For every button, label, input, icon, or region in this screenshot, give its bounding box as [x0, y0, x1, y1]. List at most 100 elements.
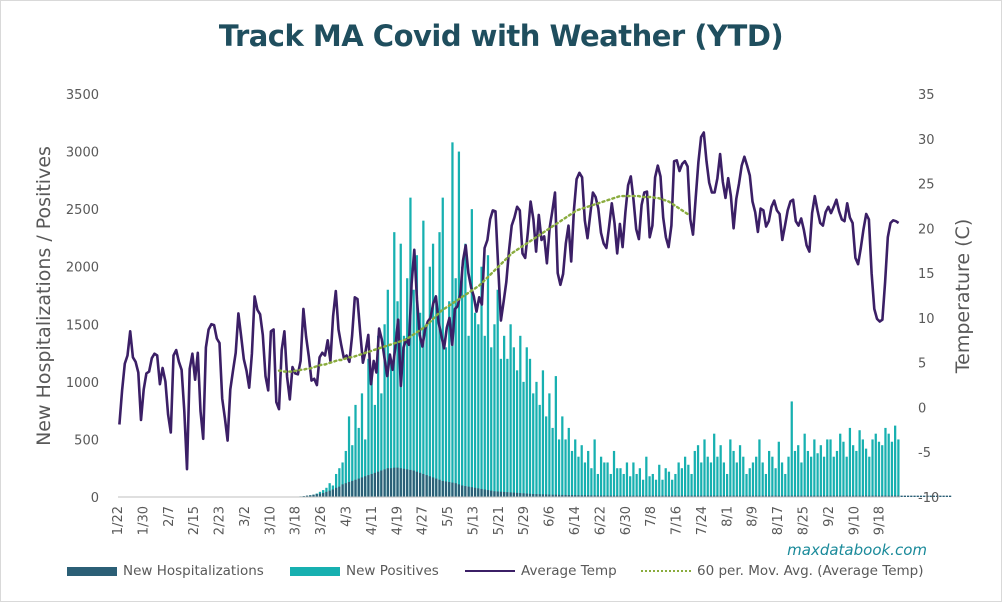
bar-new-hospitalizations [318, 493, 322, 497]
bar-new-hospitalizations [338, 486, 341, 497]
bar-new-hospitalizations [651, 495, 654, 497]
bar-new-positives [428, 266, 431, 497]
bar-new-positives [848, 427, 852, 497]
bar-new-positives [528, 358, 532, 497]
bar-new-positives [864, 448, 868, 497]
bar-new-hospitalizations [929, 495, 932, 497]
bar-new-positives [735, 462, 738, 497]
bar-new-positives [444, 347, 448, 497]
bar-new-hospitalizations [435, 478, 438, 497]
bar-new-hospitalizations [758, 495, 761, 497]
bar-new-positives [819, 445, 822, 497]
legend-item-average-temp: Average Temp [465, 563, 617, 579]
legend-item-hospitalizations: New Hospitalizations [67, 563, 264, 579]
bar-new-positives [881, 445, 884, 497]
bar-new-hospitalizations [464, 486, 467, 497]
bar-new-positives [654, 479, 658, 497]
bar-new-positives [435, 301, 438, 497]
x-axis-tick-label: 8/1 [720, 506, 735, 527]
bar-new-positives [641, 479, 645, 497]
bar-new-hospitalizations [690, 495, 693, 497]
bar-new-positives [496, 289, 499, 497]
bar-new-hospitalizations [658, 495, 661, 497]
bar-new-positives [419, 312, 422, 497]
bar-new-hospitalizations [444, 481, 448, 497]
bar-new-hospitalizations [764, 495, 768, 497]
bar-new-positives [855, 450, 858, 497]
x-axis-tick-label: 5/13 [467, 506, 482, 535]
bar-new-hospitalizations [309, 495, 312, 497]
bar-new-hospitalizations [377, 471, 380, 497]
bar-new-hospitalizations [596, 495, 599, 497]
bar-new-hospitalizations [887, 495, 890, 497]
bar-new-hospitalizations [483, 489, 486, 497]
x-axis-tick-label: 3/18 [289, 506, 304, 535]
bar-new-hospitalizations [722, 495, 726, 497]
bar-new-hospitalizations [322, 492, 325, 497]
bar-new-positives [580, 445, 583, 497]
bar-new-hospitalizations [622, 495, 625, 497]
x-axis-tick-label: 2/7 [162, 506, 177, 527]
bar-new-positives [625, 462, 629, 497]
bar-new-positives [683, 456, 687, 497]
bar-new-hospitalizations [425, 475, 428, 497]
bar-new-hospitalizations [612, 495, 616, 497]
bar-new-hospitalizations [347, 482, 351, 497]
bar-new-positives [367, 358, 370, 497]
bar-new-positives [897, 439, 900, 497]
bar-new-positives [506, 358, 509, 497]
legend-label: 60 per. Mov. Avg. (Average Temp) [697, 563, 924, 579]
right-axis-tick-label: 5 [918, 357, 926, 372]
bar-new-positives [813, 439, 816, 497]
bar-new-hospitalizations [813, 495, 816, 497]
bar-new-positives [574, 439, 577, 497]
bar-new-hospitalizations [538, 494, 541, 497]
bar-new-hospitalizations [716, 495, 719, 497]
legend-label: New Hospitalizations [123, 563, 264, 579]
x-axis-tick-label: 9/18 [873, 506, 888, 535]
bar-new-hospitalizations [926, 495, 929, 497]
bar-new-hospitalizations [923, 495, 926, 497]
bar-new-positives [545, 416, 548, 497]
right-axis-tick-label: -10 [918, 491, 939, 506]
x-axis-tick-label: 4/3 [340, 506, 355, 527]
bar-new-positives [742, 456, 745, 497]
bar-new-hospitalizations [341, 484, 344, 497]
bar-new-hospitalizations [884, 495, 887, 497]
bar-new-positives [477, 324, 480, 497]
bar-new-positives [777, 441, 780, 497]
bar-new-positives [687, 464, 690, 497]
bar-new-hospitalizations [868, 495, 871, 497]
bar-new-positives [454, 278, 457, 497]
bar-new-positives [790, 401, 793, 497]
legend-swatch-average-temp [465, 570, 515, 572]
bar-new-hospitalizations [551, 494, 554, 497]
bar-new-hospitalizations [567, 495, 570, 497]
legend-swatch-hospitalizations [67, 566, 117, 576]
bar-new-positives [713, 433, 716, 497]
bar-new-positives [415, 255, 419, 497]
bar-new-positives [677, 462, 680, 497]
bar-new-positives [758, 439, 761, 497]
bar-new-hospitalizations [406, 469, 409, 497]
bar-new-positives [709, 462, 713, 497]
bar-new-positives [503, 335, 506, 497]
bar-new-positives [716, 456, 719, 497]
bar-new-positives [451, 142, 454, 498]
bar-new-positives [612, 450, 616, 497]
x-axis-tick-label: 4/27 [416, 506, 431, 535]
bar-new-positives [842, 441, 845, 497]
bar-new-hospitalizations [599, 495, 603, 497]
bar-new-hospitalizations [774, 495, 777, 497]
bar-new-hospitalizations [532, 494, 535, 497]
bar-new-positives [603, 462, 606, 497]
bar-new-hospitalizations [871, 495, 874, 497]
bar-new-hospitalizations [777, 495, 780, 497]
bar-new-positives [745, 473, 748, 497]
bar-new-positives [499, 358, 503, 497]
bar-new-hospitalizations [629, 495, 632, 497]
bar-new-hospitalizations [835, 495, 839, 497]
x-axis-tick-label: 2/15 [187, 506, 202, 535]
legend-swatch-moving-average [641, 570, 691, 572]
bar-new-positives [457, 151, 461, 497]
